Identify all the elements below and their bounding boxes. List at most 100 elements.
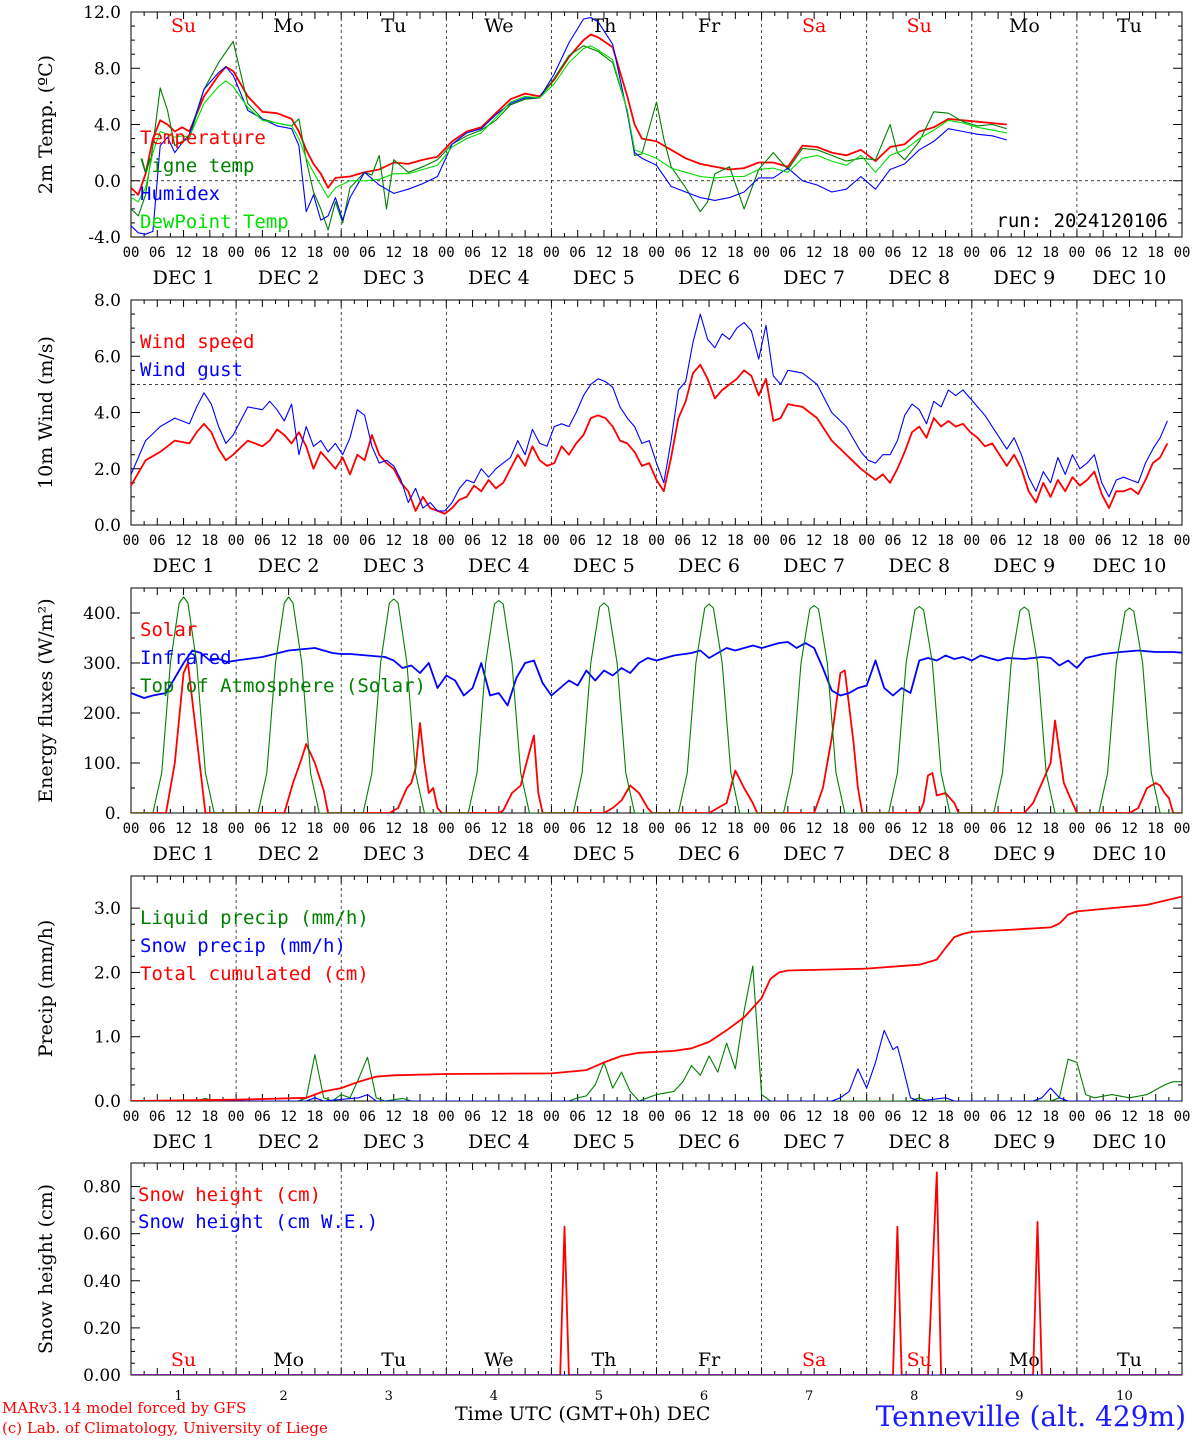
hour-tick-label: 12 xyxy=(385,821,402,837)
hour-tick-label: 00 xyxy=(543,1109,560,1125)
hour-tick-label: 18 xyxy=(517,533,534,549)
hour-tick-label: 18 xyxy=(937,821,954,837)
y-axis-title: Energy fluxes (W/m²) xyxy=(35,598,57,802)
hour-tick-label: 06 xyxy=(359,245,376,261)
hour-tick-label: 00 xyxy=(228,245,245,261)
weekday-label: Fr xyxy=(698,15,721,37)
hour-tick-label: 06 xyxy=(359,821,376,837)
weekday-label: We xyxy=(484,1349,513,1371)
date-label: DEC 5 xyxy=(573,1131,635,1153)
weekday-label: Sa xyxy=(802,1349,826,1371)
date-label: DEC 6 xyxy=(678,843,740,865)
hour-tick-label: 12 xyxy=(175,533,192,549)
hour-tick-label: 12 xyxy=(806,821,823,837)
hour-tick-label: 18 xyxy=(622,821,639,837)
date-label: DEC 9 xyxy=(993,1131,1055,1153)
hour-tick-label: 18 xyxy=(1042,1109,1059,1125)
hour-tick-label: 12 xyxy=(596,1109,613,1125)
hour-tick-label: 00 xyxy=(333,245,350,261)
hour-tick-label: 12 xyxy=(1121,1109,1138,1125)
hour-tick-label: 12 xyxy=(1016,821,1033,837)
hour-tick-label: 18 xyxy=(1042,821,1059,837)
hour-tick-label: 12 xyxy=(701,533,718,549)
hour-tick-label: 12 xyxy=(385,245,402,261)
hour-tick-label: 00 xyxy=(438,245,455,261)
date-label: DEC 8 xyxy=(888,843,950,865)
hour-tick-label: 18 xyxy=(517,245,534,261)
date-label: DEC 3 xyxy=(363,843,425,865)
weekday-label: Tu xyxy=(381,1349,406,1371)
hour-tick-label: 12 xyxy=(911,533,928,549)
legend-entry: DewPoint Temp xyxy=(140,211,289,233)
model-line: MARv3.14 model forced by GFS xyxy=(2,1399,247,1417)
hour-tick-label: 06 xyxy=(464,533,481,549)
hour-tick-label: 00 xyxy=(963,533,980,549)
series-liquid-precip-mm-h- xyxy=(131,965,1182,1101)
hour-tick-label: 12 xyxy=(280,1109,297,1125)
hour-tick-label: 18 xyxy=(306,245,323,261)
day-number-label: 4 xyxy=(490,1389,498,1404)
series-wind-gust xyxy=(131,313,1168,512)
hour-tick-label: 00 xyxy=(1068,821,1085,837)
hour-tick-label: 00 xyxy=(648,821,665,837)
legend-entry: Snow height (cm) xyxy=(138,1184,321,1206)
hour-tick-label: 12 xyxy=(1016,1109,1033,1125)
y-axis-title: 10m Wind (m/s) xyxy=(35,336,57,489)
hour-tick-label: 00 xyxy=(753,533,770,549)
hour-tick-label: 18 xyxy=(306,533,323,549)
y-tick-label: 6.0 xyxy=(94,347,121,367)
hour-tick-label: 12 xyxy=(490,245,507,261)
hour-tick-label: 12 xyxy=(1121,821,1138,837)
date-label: DEC 2 xyxy=(258,267,320,289)
y-tick-label: 4.0 xyxy=(94,404,121,424)
legend-entry: Humidex xyxy=(140,183,220,205)
hour-tick-label: 06 xyxy=(464,1109,481,1125)
location-label: Tenneville (alt. 429m) xyxy=(875,1400,1186,1433)
hour-tick-label: 06 xyxy=(779,533,796,549)
day-number-label: 1 xyxy=(174,1389,182,1404)
hour-tick-label: 12 xyxy=(490,821,507,837)
hour-tick-label: 12 xyxy=(385,533,402,549)
hour-tick-label: 00 xyxy=(1174,821,1191,837)
date-label: DEC 10 xyxy=(1093,555,1167,577)
y-tick-label: 100. xyxy=(83,754,121,774)
hour-tick-label: 00 xyxy=(1068,245,1085,261)
date-label: DEC 1 xyxy=(153,843,215,865)
hour-tick-label: 06 xyxy=(149,821,166,837)
legend-entry: Wind gust xyxy=(140,359,243,381)
y-tick-label: 0.0 xyxy=(94,172,121,192)
y-tick-label: -4.0 xyxy=(88,228,121,248)
hour-tick-label: 18 xyxy=(306,1109,323,1125)
x-axis-title: Time UTC (GMT+0h) DEC xyxy=(455,1403,710,1425)
date-label: DEC 3 xyxy=(363,267,425,289)
hour-tick-label: 12 xyxy=(280,533,297,549)
hour-tick-label: 18 xyxy=(832,245,849,261)
hour-tick-label: 12 xyxy=(911,245,928,261)
y-tick-label: 0. xyxy=(105,804,121,824)
hour-tick-label: 12 xyxy=(385,1109,402,1125)
weekday-label: Tu xyxy=(1117,15,1142,37)
day-number-label: 3 xyxy=(385,1389,393,1404)
legend-entry: Top of Atmosphere (Solar) xyxy=(140,675,426,697)
weekday-label: Mo xyxy=(273,1349,304,1371)
hour-tick-label: 00 xyxy=(1068,533,1085,549)
hour-tick-label: 06 xyxy=(779,1109,796,1125)
hour-tick-label: 18 xyxy=(201,1109,218,1125)
hour-tick-label: 00 xyxy=(228,821,245,837)
date-label: DEC 1 xyxy=(153,555,215,577)
y-axis-title: Precip (mm/h) xyxy=(35,920,57,1058)
weekday-label: Sa xyxy=(802,15,826,37)
hour-tick-label: 06 xyxy=(149,245,166,261)
hour-tick-label: 18 xyxy=(622,533,639,549)
hour-tick-label: 00 xyxy=(438,533,455,549)
hour-tick-label: 00 xyxy=(228,1109,245,1125)
date-label: DEC 9 xyxy=(993,267,1055,289)
hour-tick-label: 06 xyxy=(779,245,796,261)
hour-tick-label: 12 xyxy=(1016,245,1033,261)
hour-tick-label: 12 xyxy=(596,245,613,261)
hour-tick-label: 00 xyxy=(858,821,875,837)
series-infrared xyxy=(131,641,1182,707)
date-label: DEC 3 xyxy=(363,555,425,577)
hour-tick-label: 18 xyxy=(727,821,744,837)
hour-tick-label: 18 xyxy=(412,245,429,261)
